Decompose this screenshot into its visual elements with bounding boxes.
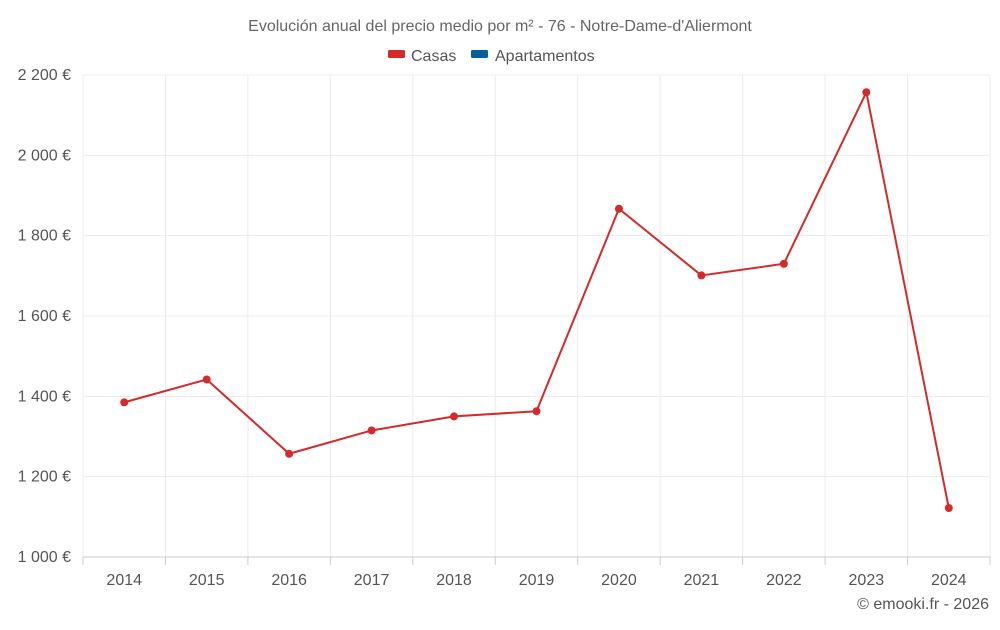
y-tick-label: 2 000 € — [18, 147, 71, 164]
y-tick-label: 1 000 € — [18, 549, 71, 566]
x-tick-label: 2024 — [931, 572, 967, 589]
y-tick-label: 1 600 € — [18, 308, 71, 325]
x-tick-label: 2017 — [354, 572, 390, 589]
x-tick-label: 2018 — [436, 572, 472, 589]
series-layer — [120, 88, 953, 512]
legend: Casas Apartamentos — [388, 48, 595, 65]
x-tick-label: 2019 — [519, 572, 555, 589]
x-tick-label: 2021 — [684, 572, 720, 589]
data-point-casas-2022[interactable] — [779, 259, 788, 268]
chart-title: Evolución anual del precio medio por m² … — [248, 18, 752, 35]
y-tick-label: 1 200 € — [18, 469, 71, 486]
y-tick-label: 1 400 € — [18, 388, 71, 405]
data-point-casas-2021[interactable] — [697, 271, 706, 280]
data-point-casas-2015[interactable] — [202, 375, 211, 384]
x-tick-label: 2020 — [601, 572, 637, 589]
data-point-casas-2023[interactable] — [862, 88, 871, 97]
data-point-casas-2018[interactable] — [450, 412, 459, 421]
legend-swatch-apartamentos — [471, 50, 488, 58]
legend-item-apartamentos[interactable]: Apartamentos — [471, 48, 595, 65]
legend-label-apartamentos: Apartamentos — [495, 48, 595, 65]
axis-layer: 1 000 € 1 200 € 1 400 € 1 600 € 1 800 € 2 000… — [18, 67, 991, 589]
data-point-casas-2014[interactable] — [120, 398, 129, 407]
x-tick-label: 2022 — [766, 572, 802, 589]
x-tick-label: 2016 — [271, 572, 307, 589]
y-tick-label: 1 800 € — [18, 228, 71, 245]
x-tick-label: 2014 — [106, 572, 142, 589]
grid-layer — [82, 74, 991, 557]
y-tick-label: 2 200 € — [18, 67, 71, 84]
data-point-casas-2020[interactable] — [614, 204, 623, 213]
legend-label-casas: Casas — [411, 48, 456, 65]
legend-swatch-casas — [388, 50, 405, 58]
x-tick-label: 2015 — [189, 572, 225, 589]
data-point-casas-2017[interactable] — [367, 426, 376, 435]
x-tick-label: 2023 — [849, 572, 885, 589]
legend-item-casas[interactable]: Casas — [388, 48, 456, 65]
data-point-casas-2019[interactable] — [532, 407, 541, 416]
data-point-casas-2024[interactable] — [944, 503, 953, 512]
data-point-casas-2016[interactable] — [285, 449, 294, 458]
copyright-credit: © emooki.fr - 2026 — [857, 596, 989, 613]
